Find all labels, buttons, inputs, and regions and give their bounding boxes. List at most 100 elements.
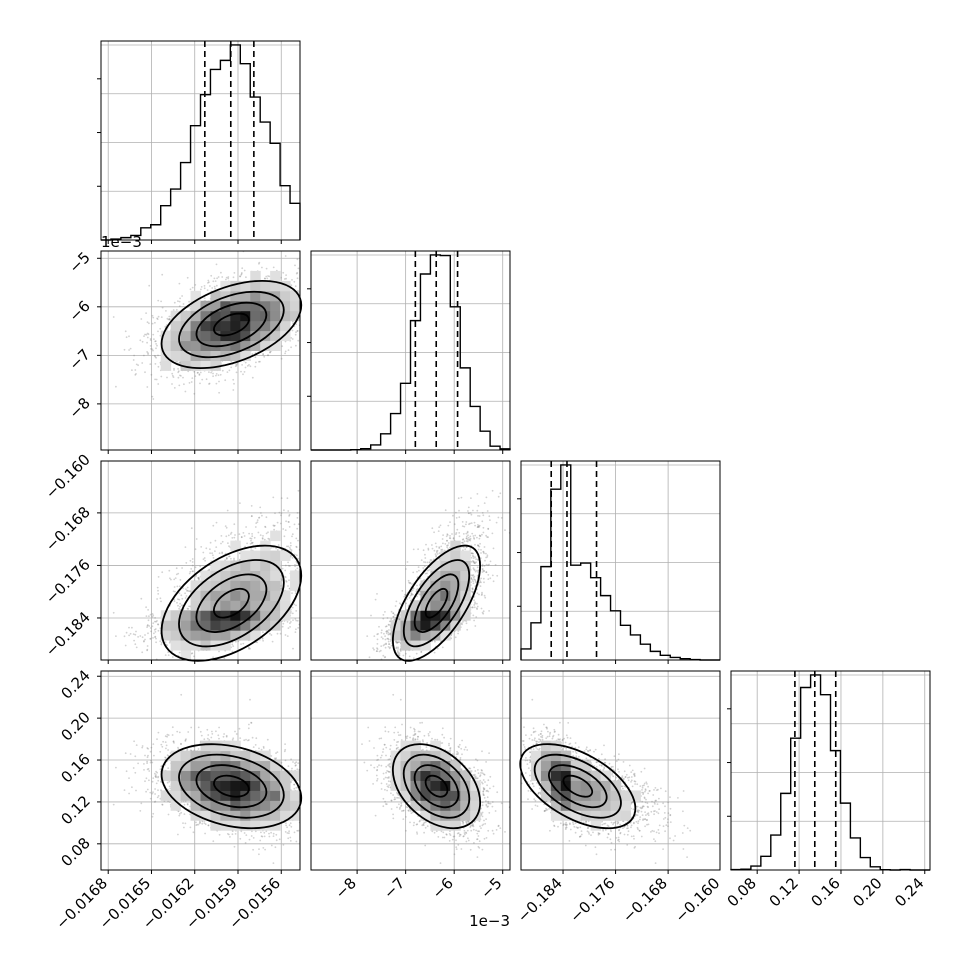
density-cell [160, 360, 172, 371]
density-cell [190, 290, 201, 302]
scatter-point [262, 535, 264, 537]
scatter-point [280, 512, 283, 514]
scatter-point [251, 376, 254, 379]
density-cell [170, 330, 182, 342]
scatter-point [151, 395, 154, 398]
scatter-point [146, 336, 149, 339]
scatter-point [168, 315, 171, 318]
scatter-point [154, 340, 157, 343]
scatter-point [217, 276, 220, 278]
scatter-point [236, 363, 239, 365]
scatter-point [149, 345, 152, 347]
density-cell [180, 310, 192, 322]
scatter-point [254, 356, 257, 359]
scatter-point [157, 354, 159, 357]
density-cell [240, 290, 251, 302]
scatter-point [209, 548, 211, 551]
scatter-point [296, 271, 299, 274]
scatter-point [193, 392, 196, 395]
scatter-point [189, 559, 192, 562]
scatter-point [315, 283, 317, 285]
scatter-point [241, 364, 244, 366]
scatter-point [168, 318, 171, 320]
density-cell [190, 320, 201, 332]
scatter-point [234, 365, 237, 368]
scatter-point [128, 349, 131, 351]
scatter-point [175, 360, 178, 363]
scatter-point [269, 351, 272, 354]
scatter-point [305, 314, 307, 316]
scatter-point [290, 284, 293, 287]
density-cell [250, 300, 261, 312]
panel-frame [100, 40, 301, 241]
scatter-point [217, 374, 220, 377]
scatter-point [239, 275, 242, 278]
scatter-point [143, 354, 145, 357]
scatter-point [273, 524, 276, 527]
scatter-point [156, 344, 158, 347]
density-cell [280, 290, 291, 302]
scatter-point [228, 555, 231, 558]
scatter-point [258, 517, 260, 519]
scatter-point [313, 583, 315, 585]
scatter-point [241, 267, 244, 270]
scatter-point [210, 274, 213, 277]
scatter-point [197, 576, 200, 579]
density-cell [260, 290, 271, 302]
scatter-point [184, 597, 187, 599]
density-cell [180, 360, 192, 371]
scatter-point [131, 626, 133, 629]
scatter-point [189, 288, 192, 291]
scatter-point [156, 318, 159, 320]
scatter-point [287, 627, 290, 629]
scatter-point [303, 306, 305, 308]
scatter-point [316, 563, 318, 565]
scatter-point [324, 320, 326, 322]
scatter-point [295, 331, 297, 334]
scatter-point [154, 355, 157, 358]
scatter-point [209, 552, 212, 554]
panel-1-0 [97, 250, 337, 454]
scatter-point [303, 281, 305, 283]
scatter-point [160, 642, 163, 644]
scatter-point [226, 371, 229, 373]
scatter-point [321, 306, 323, 308]
scatter-point [210, 371, 213, 374]
scatter-point [302, 305, 304, 307]
scatter-point [335, 320, 337, 322]
scatter-point [134, 374, 137, 376]
density-cell [200, 310, 211, 322]
scatter-point [160, 316, 163, 318]
scatter-point [245, 276, 247, 279]
scatter-point [165, 643, 168, 646]
scatter-point [324, 299, 326, 301]
scatter-point [246, 365, 249, 367]
scatter-point [308, 620, 310, 622]
scatter-point [157, 299, 160, 302]
scatter-point [202, 551, 205, 554]
scatter-point [314, 274, 316, 276]
scatter-point [157, 365, 160, 368]
scatter-point [265, 267, 268, 270]
scatter-point [283, 535, 286, 538]
scatter-point [276, 632, 279, 635]
scatter-point [280, 587, 283, 590]
scatter-point [227, 277, 230, 280]
scatter-point [307, 526, 309, 528]
scatter-point [311, 260, 313, 262]
density-cell [210, 310, 221, 322]
scatter-point [240, 643, 242, 645]
scatter-point [303, 299, 305, 301]
scatter-point [316, 285, 318, 287]
scatter-point [313, 299, 315, 301]
scatter-point [287, 349, 290, 351]
scatter-point [287, 545, 290, 548]
scatter-point [148, 284, 151, 287]
scatter-point [305, 314, 307, 316]
scatter-point [232, 276, 235, 279]
scatter-point [286, 621, 289, 623]
scatter-point [207, 279, 210, 282]
scatter-point [292, 647, 294, 650]
scatter-point [303, 282, 305, 284]
scatter-point [308, 351, 310, 353]
